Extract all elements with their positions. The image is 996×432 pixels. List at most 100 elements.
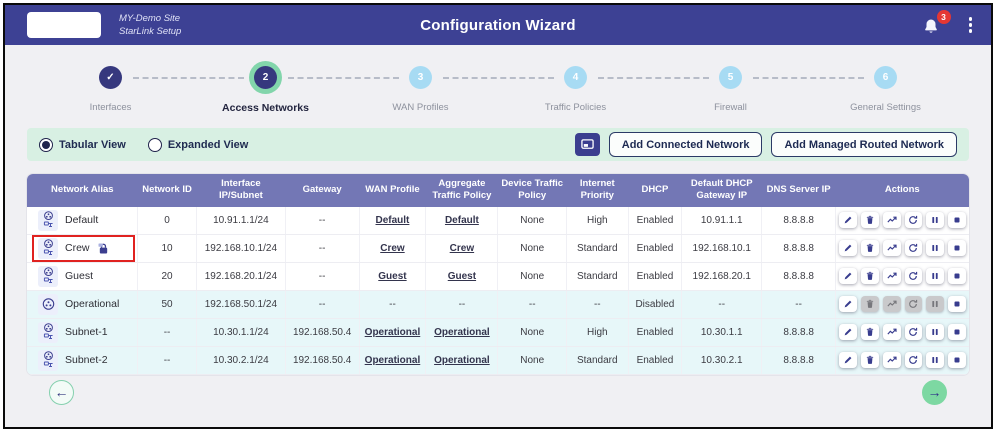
step-interfaces[interactable]: ✓ Interfaces — [33, 63, 244, 114]
activity-button — [882, 296, 901, 313]
wan-profile-link[interactable]: Guest — [378, 270, 407, 282]
activity-button[interactable] — [882, 352, 901, 369]
activity-button[interactable] — [882, 240, 901, 257]
dhcp-gateway-cell: 10.91.1.1 — [681, 206, 762, 235]
step-access-networks[interactable]: 2 Access Networks — [188, 63, 399, 114]
restart-button[interactable] — [904, 268, 923, 285]
column-header-device-traffic-policy: Device Traffic Policy — [497, 174, 567, 207]
network-alias-label: Guest — [65, 270, 94, 283]
step-label: Traffic Policies — [544, 102, 607, 113]
aggregate-policy-link[interactable]: Operational — [434, 354, 490, 366]
column-header-network-alias: Network Alias — [27, 174, 138, 207]
locked-icon — [97, 242, 110, 255]
gateway-cell: -- — [284, 262, 360, 291]
aggregate-policy-link[interactable]: Default — [444, 214, 479, 226]
dhcp-cell: Enabled — [627, 234, 682, 263]
edit-button[interactable] — [839, 212, 857, 229]
edit-button[interactable] — [839, 324, 857, 341]
kebab-menu-icon[interactable] — [966, 14, 976, 36]
pause-button[interactable] — [926, 324, 945, 341]
edit-button[interactable] — [839, 296, 857, 313]
activity-button[interactable] — [882, 268, 901, 285]
wan-profile-link[interactable]: Operational — [364, 354, 421, 366]
stop-button[interactable] — [948, 324, 967, 341]
delete-button[interactable] — [860, 352, 879, 369]
dhcp-gateway-cell: 192.168.10.1 — [681, 234, 762, 263]
stop-button[interactable] — [948, 352, 967, 369]
radio-expanded-view[interactable]: Expanded View — [147, 137, 248, 152]
step-traffic-policies[interactable]: 4 Traffic Policies — [498, 63, 709, 114]
edit-button[interactable] — [839, 240, 857, 257]
alias: Default — [32, 207, 135, 234]
gateway-cell: -- — [284, 234, 360, 263]
notification-badge: 3 — [936, 10, 951, 24]
pause-button[interactable] — [926, 212, 945, 229]
stop-button[interactable] — [948, 212, 967, 229]
toolbar-buttons: Add Connected Network Add Managed Routed… — [574, 132, 957, 157]
gateway-cell: -- — [284, 290, 360, 319]
edit-button[interactable] — [839, 352, 857, 369]
column-header-gateway: Gateway — [285, 174, 360, 207]
gateway-cell: 192.168.50.4 — [284, 346, 360, 375]
aggregate-policy-link[interactable]: Operational — [434, 326, 490, 338]
network-id-cell: 20 — [137, 262, 197, 291]
edit-button[interactable] — [839, 268, 857, 285]
pause-button[interactable] — [926, 240, 945, 257]
wan-profile-link[interactable]: Crew — [380, 242, 405, 254]
network-double-icon — [38, 321, 58, 343]
delete-button[interactable] — [860, 240, 879, 257]
actions-cell — [835, 234, 969, 263]
delete-button[interactable] — [860, 212, 879, 229]
dhcp-gateway-cell: 10.30.1.1 — [681, 318, 762, 347]
restart-button[interactable] — [904, 240, 923, 257]
dhcp-cell: Enabled — [627, 318, 682, 347]
device-policy-cell: None — [497, 346, 567, 375]
add-connected-network-button[interactable]: Add Connected Network — [608, 132, 763, 157]
delete-button[interactable] — [860, 324, 879, 341]
notifications-bell-icon[interactable]: 3 — [922, 10, 951, 36]
stop-button[interactable] — [948, 268, 967, 285]
pause-button — [926, 296, 945, 313]
dns-cell: 8.8.8.8 — [761, 262, 836, 291]
restart-button[interactable] — [904, 352, 923, 369]
aggregate-policy-cell: Operational — [425, 318, 498, 347]
wan-profile-link[interactable]: Operational — [364, 326, 421, 338]
next-button[interactable]: → — [922, 379, 947, 405]
step-wan-profiles[interactable]: 3 WAN Profiles — [343, 63, 554, 114]
site-setup-name: StarLink Setup — [119, 26, 182, 37]
table-row: Subnet-2 -- 10.30.2.1/24 192.168.50.4 Operat… — [27, 346, 969, 375]
view-toolbar: Tabular View Expanded View Add Connected… — [27, 128, 969, 161]
table-row: Crew 10 192.168.10.1/24 -- Crew Crew None Stand… — [27, 234, 969, 263]
table-row: Default 0 10.91.1.1/24 -- Default Default None… — [27, 206, 969, 235]
activity-button[interactable] — [882, 212, 901, 229]
wan-profile-link[interactable]: Default — [375, 214, 410, 226]
wan-profile-cell: Operational — [358, 346, 426, 375]
interface-ip-cell: 10.30.1.1/24 — [196, 318, 286, 347]
add-managed-routed-network-button[interactable]: Add Managed Routed Network — [771, 132, 957, 157]
interface-ip-cell: 10.30.2.1/24 — [196, 346, 286, 375]
pause-button[interactable] — [926, 352, 945, 369]
network-alias-label: Default — [65, 214, 99, 227]
internet-priority-cell: High — [566, 318, 629, 347]
table-row: Guest 20 192.168.20.1/24 -- Guest Guest None St… — [27, 262, 969, 291]
aggregate-policy-link[interactable]: Guest — [447, 270, 477, 282]
pause-button[interactable] — [926, 268, 945, 285]
table-header-row: Network Alias Network ID Interface IP/Subn… — [27, 174, 969, 207]
delete-button[interactable] — [860, 268, 879, 285]
stop-button[interactable] — [948, 296, 967, 313]
aggregate-policy-cell: Guest — [425, 262, 498, 291]
step-general-settings[interactable]: 6 General Settings — [808, 63, 963, 114]
restart-button[interactable] — [904, 212, 923, 229]
aggregate-policy-link[interactable]: Crew — [449, 242, 475, 254]
back-button[interactable]: ← — [49, 379, 74, 405]
stop-button[interactable] — [948, 240, 967, 257]
step-firewall[interactable]: 5 Firewall — [653, 63, 864, 114]
dhcp-gateway-cell: 192.168.20.1 — [681, 262, 762, 291]
view-radio-group: Tabular View Expanded View — [39, 137, 248, 152]
activity-button[interactable] — [882, 324, 901, 341]
display-view-button[interactable] — [574, 133, 600, 156]
network-alias-label: Operational — [65, 298, 120, 311]
actions-cell — [835, 290, 969, 319]
restart-button[interactable] — [904, 324, 923, 341]
radio-tabular-view[interactable]: Tabular View — [39, 137, 126, 152]
